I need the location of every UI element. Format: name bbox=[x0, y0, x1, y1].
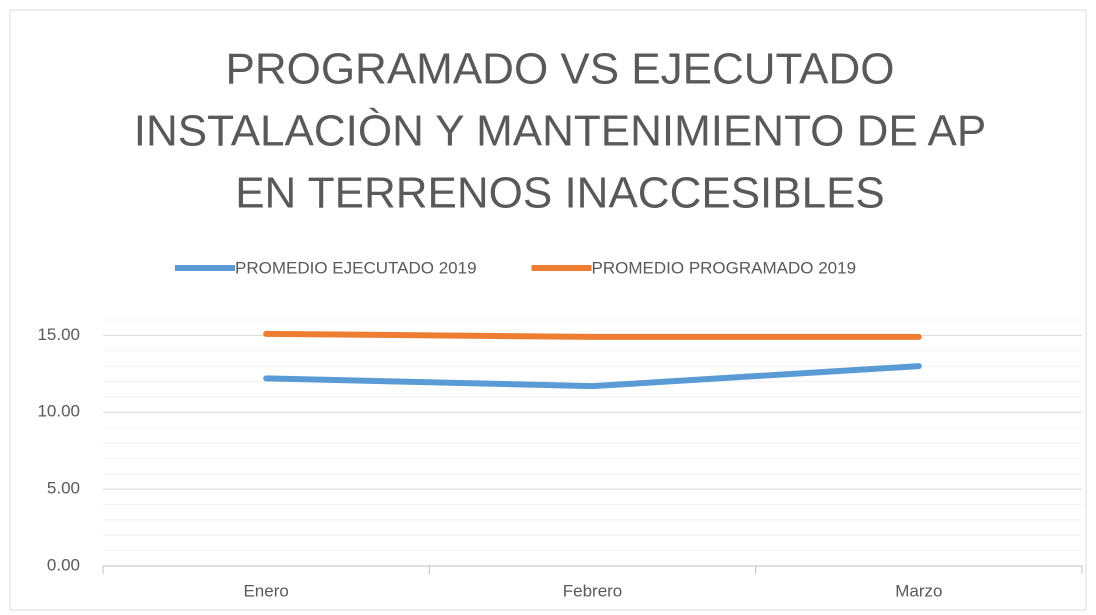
legend-label: PROMEDIO PROGRAMADO 2019 bbox=[592, 258, 857, 277]
y-tick-label: 0.00 bbox=[47, 555, 80, 574]
chart-title: EN TERRENOS INACCESIBLES bbox=[235, 169, 885, 218]
y-tick-label: 5.00 bbox=[47, 479, 80, 498]
x-tick-label: Enero bbox=[243, 581, 288, 600]
x-tick-label: Febrero bbox=[563, 581, 623, 600]
y-tick-label: 10.00 bbox=[37, 402, 80, 421]
line-series bbox=[263, 363, 922, 390]
chart-title: INSTALACIÒN Y MANTENIMIENTO DE AP bbox=[134, 107, 986, 156]
chart-title: PROGRAMADO VS EJECUTADO bbox=[225, 45, 894, 94]
legend-label: PROMEDIO EJECUTADO 2019 bbox=[235, 258, 477, 277]
y-tick-label: 15.00 bbox=[37, 325, 80, 344]
chart-border bbox=[9, 9, 1087, 611]
x-tick-label: Marzo bbox=[895, 581, 942, 600]
line-series bbox=[263, 330, 922, 340]
